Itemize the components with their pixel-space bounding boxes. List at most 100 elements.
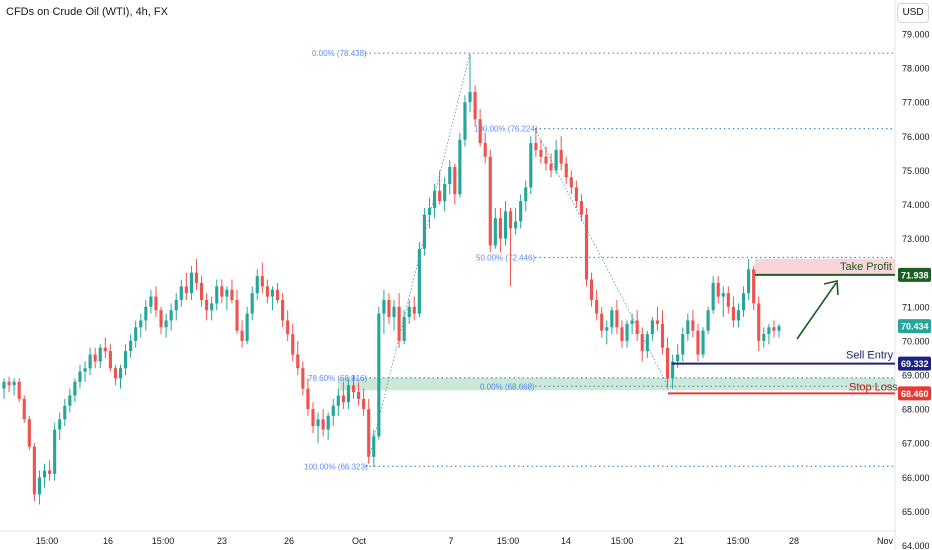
candle-body	[73, 381, 77, 396]
candle-body	[417, 248, 421, 314]
candle-body	[2, 381, 6, 389]
candle	[650, 317, 654, 341]
sell-entry-label: Sell Entry	[846, 350, 894, 362]
price-tick-label: 64.000	[902, 541, 930, 550]
candle-body	[701, 330, 705, 355]
candle-body	[645, 334, 649, 352]
candle-body	[311, 409, 315, 427]
candle-body	[498, 218, 502, 239]
candle	[731, 296, 735, 328]
candle	[630, 313, 634, 335]
candle	[286, 310, 290, 341]
candle-body	[245, 313, 249, 341]
candle-body	[508, 211, 513, 229]
candle-body	[691, 320, 695, 331]
time-tick-label: 16	[103, 536, 113, 546]
candle-body	[336, 395, 340, 406]
candle-body	[630, 320, 634, 324]
candle	[255, 269, 259, 300]
price-tick-label: 67.000	[902, 439, 930, 449]
candle	[620, 320, 624, 348]
candle	[53, 422, 57, 481]
candle-body	[184, 286, 188, 294]
candle	[367, 398, 371, 464]
candle-body	[676, 354, 680, 362]
candle-body	[458, 139, 462, 195]
fib-level-label: 0.00% (68.668)	[480, 382, 535, 391]
candle	[2, 378, 6, 399]
time-tick-label: 23	[217, 536, 227, 546]
candle-body	[711, 282, 715, 311]
candle	[346, 378, 351, 410]
candle-body	[83, 368, 87, 372]
candle	[357, 381, 361, 406]
candle	[306, 378, 310, 416]
candle-body	[427, 207, 432, 215]
candle-body	[559, 149, 563, 164]
candle	[169, 303, 173, 331]
candle	[463, 95, 467, 147]
candle-body	[747, 269, 751, 294]
candle-body	[296, 354, 300, 369]
candle-body	[134, 327, 138, 341]
candle	[184, 272, 188, 300]
price-tag-background	[898, 267, 931, 282]
candle-body	[199, 282, 204, 300]
candle	[721, 286, 725, 318]
price-tick-label: 68.000	[902, 405, 930, 415]
candle-body	[32, 446, 36, 495]
price-tick-label: 76.000	[902, 132, 930, 142]
candle-body	[716, 282, 720, 297]
candle	[514, 207, 518, 236]
candle-body	[123, 351, 128, 369]
candle	[154, 286, 158, 318]
candle-body	[453, 166, 457, 195]
candle-body	[473, 91, 477, 120]
candle	[331, 398, 335, 427]
candle	[336, 388, 340, 416]
candle-body	[524, 187, 528, 202]
candle-body	[397, 306, 401, 341]
candle	[113, 364, 118, 386]
candle-body	[37, 477, 42, 495]
candle-body	[615, 310, 619, 328]
candle	[747, 259, 751, 300]
candle	[574, 180, 578, 208]
fib-level-label: 100.00% (66.323)	[304, 462, 368, 471]
fib-level-label: 0.00% (78.438)	[312, 49, 367, 58]
price-tick-label: 71.000	[902, 302, 930, 312]
candle	[215, 279, 219, 311]
candle-body	[726, 293, 730, 307]
candle	[539, 139, 543, 164]
candle	[427, 197, 432, 229]
candle	[610, 306, 614, 335]
time-tick-label: 15:00	[36, 536, 59, 546]
candle-body	[493, 218, 497, 246]
candle	[291, 323, 295, 362]
candle	[519, 194, 523, 229]
candle	[503, 201, 508, 246]
candle	[397, 293, 401, 348]
candle-body	[503, 211, 508, 239]
candle-body	[58, 419, 62, 430]
candle	[205, 293, 209, 321]
candle	[134, 320, 138, 348]
price-tag: 69.332	[898, 356, 931, 371]
candle-body	[569, 177, 573, 188]
time-tick-label: 21	[674, 536, 684, 546]
price-tag-label: 71.938	[901, 270, 929, 280]
price-tag-background	[898, 319, 931, 334]
candle-body	[169, 310, 173, 321]
time-tick-label: 26	[284, 536, 294, 546]
candle-body	[159, 310, 163, 328]
candle-body	[671, 361, 675, 379]
price-tick-label: 70.000	[902, 336, 930, 346]
candle	[671, 354, 675, 389]
candle	[640, 327, 644, 362]
candle	[716, 276, 720, 304]
candle	[422, 207, 426, 256]
time-tick-label: Oct	[352, 536, 367, 546]
candle	[103, 337, 107, 358]
currency-button[interactable]: USD	[897, 3, 929, 23]
